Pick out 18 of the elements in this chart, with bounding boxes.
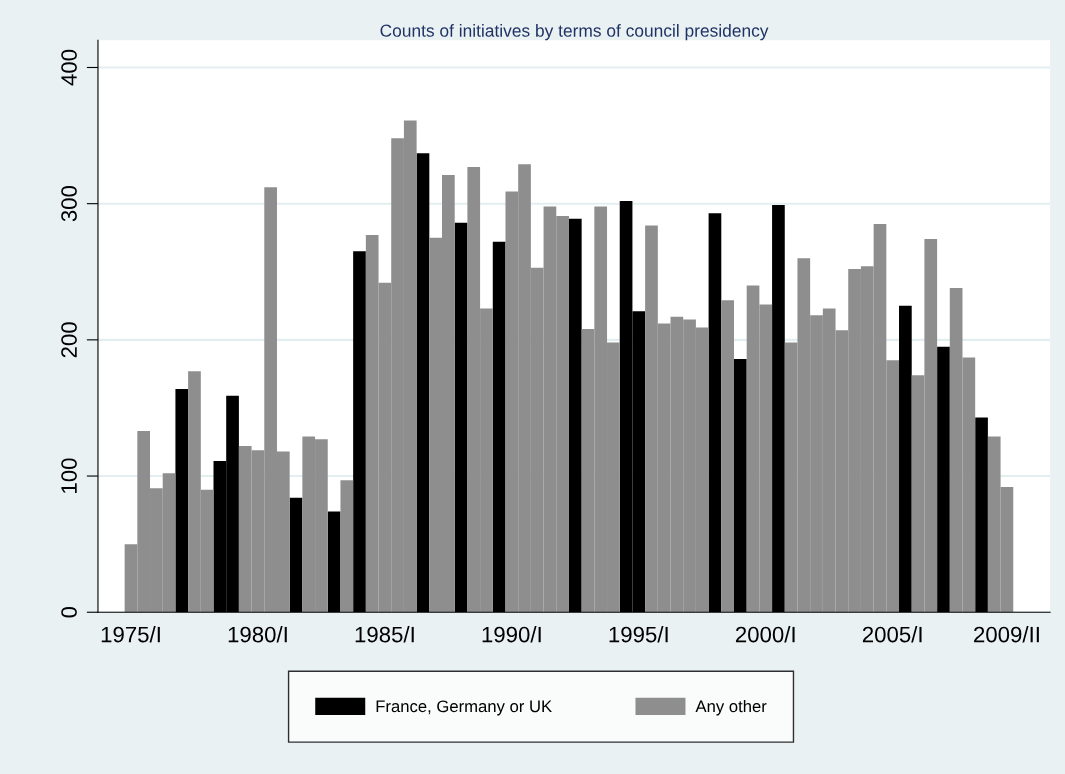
bar [721,300,734,613]
x-tick-label: 1990/I [482,626,541,643]
x-tick-label: 1985/I [355,626,414,643]
x-tick-label: 1975/I [101,626,160,643]
x-tick-label: 2009/II [974,626,1039,643]
y-tick-label: 0 [61,606,77,618]
y-tick-label: 400 [61,49,77,86]
y-tick-label: 100 [61,458,77,493]
x-tick-label: 2005/I [862,626,922,643]
x-tick-label: 1995/I [609,626,668,643]
y-tick-label: 200 [61,322,77,358]
bar [340,480,354,613]
chart-title: Counts of initiatives by terms of council presidency [380,24,769,41]
x-tick-label: 2000/I [735,626,795,643]
legend-label: Any other [695,699,767,716]
x-tick-label: 1980/I [228,626,287,643]
legend-label: France, Germany or UK [376,700,552,716]
y-tick-label: 300 [61,186,77,222]
